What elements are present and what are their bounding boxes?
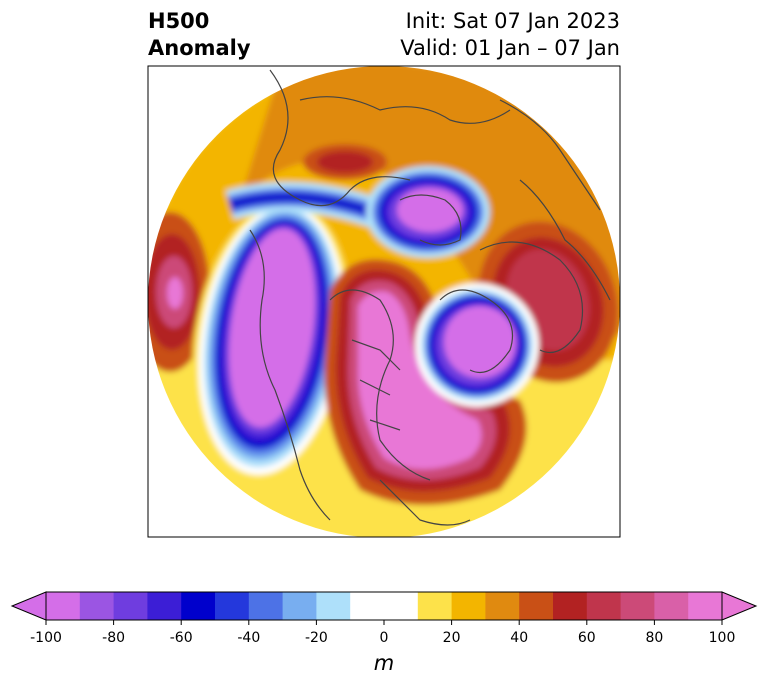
colorbar-segment <box>147 592 182 620</box>
coastlines <box>249 69 611 526</box>
colorbar-segment <box>417 592 453 620</box>
colorbar-segment <box>384 592 419 620</box>
colorbar-segment <box>248 592 284 620</box>
central-ridge <box>324 259 527 505</box>
colorbar-tick-label: 0 <box>380 630 389 646</box>
colorbar-extend-min <box>10 591 47 621</box>
colorbar-segment <box>586 592 622 620</box>
colorbar-segment <box>46 592 81 620</box>
colorbar-segment <box>113 592 148 620</box>
colorbar-segment <box>620 592 655 620</box>
colorbar-segment <box>282 592 317 620</box>
init-time: Init: Sat 07 Jan 2023 <box>405 9 620 33</box>
colorbar-tick-label: 80 <box>645 630 663 646</box>
colorbar-tick-label: -80 <box>102 630 125 646</box>
colorbar-segment <box>350 592 385 620</box>
valid-period: Valid: 01 Jan – 07 Jan <box>400 36 620 60</box>
colorbar-tick-label: -40 <box>237 630 260 646</box>
colorbar-tick-label: 20 <box>443 630 461 646</box>
colorbar-tick-label: -100 <box>30 630 62 646</box>
colorbar-segment <box>79 592 115 620</box>
upper-trough <box>366 166 490 258</box>
colorbar-units-label: m <box>374 651 394 675</box>
colorbar-extend-max <box>721 591 758 621</box>
right-low <box>415 283 539 407</box>
colorbar-segment <box>519 592 554 620</box>
colorbar-ticks: -100 -80 -60 -40 -20 0 20 40 60 80 100 <box>30 620 735 646</box>
colorbar-tick-label: -20 <box>305 630 328 646</box>
colorbar <box>10 591 758 621</box>
title-right: Init: Sat 07 Jan 2023 Valid: 01 Jan – 07… <box>400 8 620 62</box>
colorbar-tick-label: -60 <box>170 630 193 646</box>
anomaly-field <box>148 66 620 537</box>
map-frame <box>147 65 621 538</box>
title-variable: H500 <box>148 9 210 33</box>
colorbar-segment <box>181 592 216 620</box>
colorbar-segment <box>215 592 250 620</box>
colorbar-tick-label: 100 <box>709 630 736 646</box>
title-left: H500 Anomaly <box>148 8 251 62</box>
colorbar-segment <box>316 592 351 620</box>
colorbar-tick-label: 60 <box>578 630 596 646</box>
colorbar-segment <box>688 592 723 620</box>
colorbar-segment <box>485 592 520 620</box>
title-field: Anomaly <box>148 36 251 60</box>
colorbar-segment <box>451 592 486 620</box>
left-trough <box>192 200 352 484</box>
colorbar-tick-label: 40 <box>510 630 528 646</box>
colorbar-segment <box>654 592 689 620</box>
colorbar-segment <box>553 592 588 620</box>
